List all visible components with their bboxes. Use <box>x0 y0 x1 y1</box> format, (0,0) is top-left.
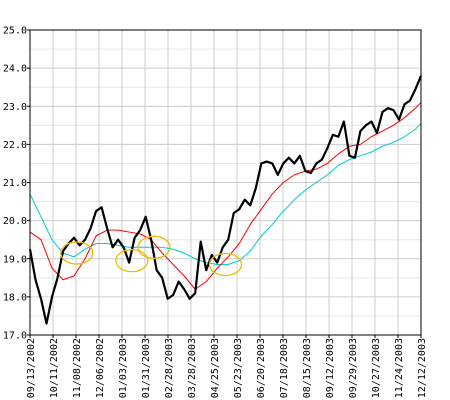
y-tick-label: 22.0 <box>3 140 27 151</box>
highlight-ellipse <box>208 252 243 277</box>
x-tick-label: 12/12/2003 <box>417 338 428 398</box>
highlight-ellipse <box>115 249 149 273</box>
x-tick-label: 03/28/2003 <box>187 338 198 398</box>
y-tick-label: 18.0 <box>3 292 27 303</box>
x-tick-label: 06/20/2003 <box>256 338 267 398</box>
y-tick-label: 21.0 <box>3 178 27 189</box>
x-tick-label: 04/25/2003 <box>210 338 221 398</box>
x-tick-label: 11/08/2002 <box>72 338 83 398</box>
x-tick-label: 09/13/2002 <box>26 338 37 398</box>
y-tick-label: 24.0 <box>3 64 27 75</box>
highlight-ellipse <box>60 241 94 265</box>
y-tick-label: 17.0 <box>3 331 27 342</box>
x-tick-label: 07/18/2003 <box>279 338 290 398</box>
plot-frame <box>29 29 422 336</box>
x-tick-label: 11/24/2003 <box>394 338 405 398</box>
x-axis: 09/13/2002 10/11/2002 11/08/2002 12/06/2002… <box>26 335 428 398</box>
x-tick-label: 10/27/2003 <box>371 338 382 398</box>
series-layer <box>28 75 423 325</box>
highlight-ellipse <box>137 235 171 259</box>
x-tick-label: 08/15/2003 <box>302 338 313 398</box>
y-tick-label: 19.0 <box>3 254 27 265</box>
x-tick-label: 05/23/2003 <box>233 338 244 398</box>
series-line-price <box>28 75 423 325</box>
series-line-short-ma <box>29 102 422 290</box>
x-tick-label: 09/12/2003 <box>325 338 336 398</box>
x-tick-label: 10/11/2002 <box>49 338 60 398</box>
y-axis: 17.0 18.0 19.0 20.0 21.0 22.0 23.0 24.0 25.0 <box>3 26 30 342</box>
x-tick-label: 12/06/2002 <box>95 338 106 398</box>
y-tick-label: 23.0 <box>3 102 27 113</box>
highlight-layer <box>60 235 243 277</box>
x-tick-label: 02/28/2003 <box>164 338 175 398</box>
x-tick-label: 01/31/2003 <box>141 338 152 398</box>
y-tick-label: 20.0 <box>3 216 27 227</box>
x-tick-label: 01/03/2003 <box>118 338 129 398</box>
x-tick-label: 09/29/2003 <box>348 338 359 398</box>
y-tick-label: 25.0 <box>3 26 27 37</box>
series-line-long-ma <box>29 123 422 265</box>
